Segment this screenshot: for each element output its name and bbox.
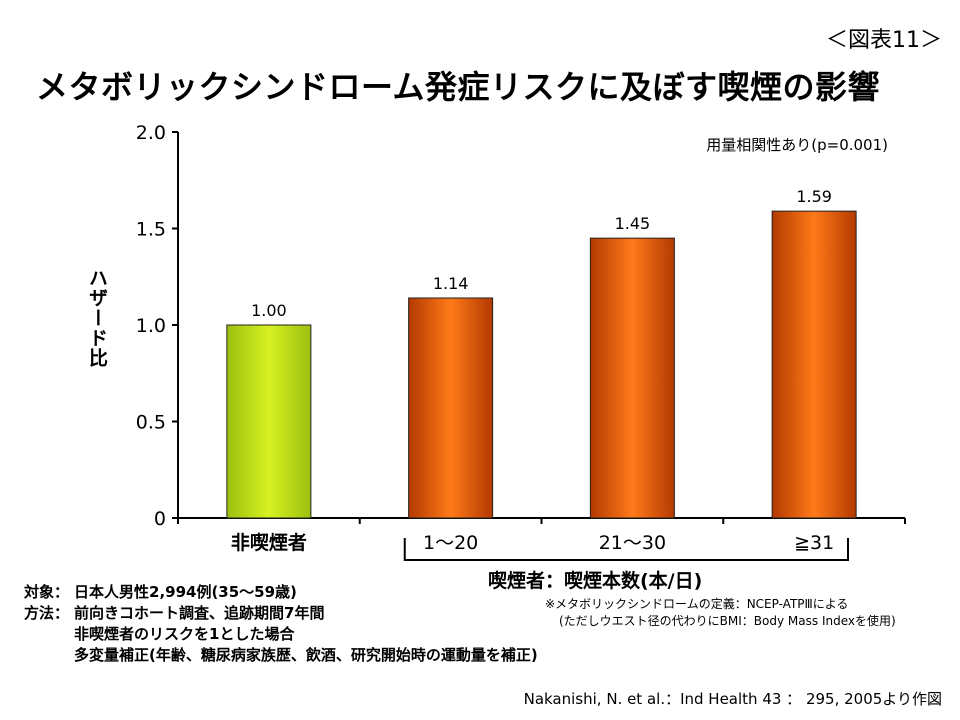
method-line-2: 非喫煙者のリスクを1とした場合 [74, 625, 295, 643]
figure-number: ＜図表11＞ [826, 28, 942, 53]
bar-2 [589, 237, 675, 519]
smoker-group-label: 喫煙者：喫煙本数(本/日) [488, 570, 703, 592]
category-label-2: 21～30 [599, 532, 666, 554]
bar-3 [771, 210, 857, 519]
method-line-3: 多変量補正(年齢、糖尿病家族歴、飲酒、研究開始時の運動量を補正) [74, 646, 538, 664]
labels: 0 0.5 1.0 1.5 2.0 1.00 非喫煙者 1.14 1～20 1.45 21～30 1.… [136, 122, 834, 554]
y-tick-label: 0.5 [136, 412, 166, 434]
y-tick-label: 2.0 [136, 122, 166, 144]
category-label-3: ≧31 [794, 532, 834, 554]
data-label-0: 1.00 [251, 301, 287, 320]
category-label-1: 1～20 [423, 532, 478, 554]
category-label-0: 非喫煙者 [231, 531, 307, 554]
data-label-3: 1.59 [796, 187, 832, 206]
method-key: 方法： [24, 604, 70, 622]
definition-line-2: (ただしウエスト径の代わりにBMI：Body Mass Indexを使用) [559, 614, 896, 628]
target-key: 対象： [24, 583, 70, 601]
method-line-1: 前向きコホート調査、追跡期間7年間 [74, 604, 325, 622]
bars [226, 210, 857, 519]
citation: Nakanishi, N. et al.：Ind Health 43 ： 295… [523, 690, 942, 708]
trend-note: 用量相関性あり(p=0.001) [706, 136, 888, 154]
bar-0 [226, 324, 312, 519]
definition-note: ※メタボリックシンドロームの定義：NCEP-ATPⅢによる (ただしウエスト径の… [545, 596, 896, 630]
data-label-1: 1.14 [433, 274, 469, 293]
smoker-group-bracket [403, 538, 849, 561]
y-tick-label: 1.0 [136, 315, 166, 337]
y-axis-label: ハザード比 [86, 268, 108, 368]
slide-title: メタボリックシンドローム発症リスクに及ぼす喫煙の影響 [36, 68, 881, 106]
bar-1 [408, 297, 494, 519]
target-value: 日本人男性2,994例(35～59歳) [74, 583, 297, 601]
definition-line-1: ※メタボリックシンドロームの定義：NCEP-ATPⅢによる [545, 597, 849, 611]
y-tick-label: 1.5 [136, 219, 166, 241]
study-notes: 対象： 日本人男性2,994例(35～59歳) 方法： 前向きコホート調査、追跡… [24, 582, 538, 666]
y-tick-label: 0 [154, 508, 166, 530]
data-label-2: 1.45 [615, 214, 651, 233]
